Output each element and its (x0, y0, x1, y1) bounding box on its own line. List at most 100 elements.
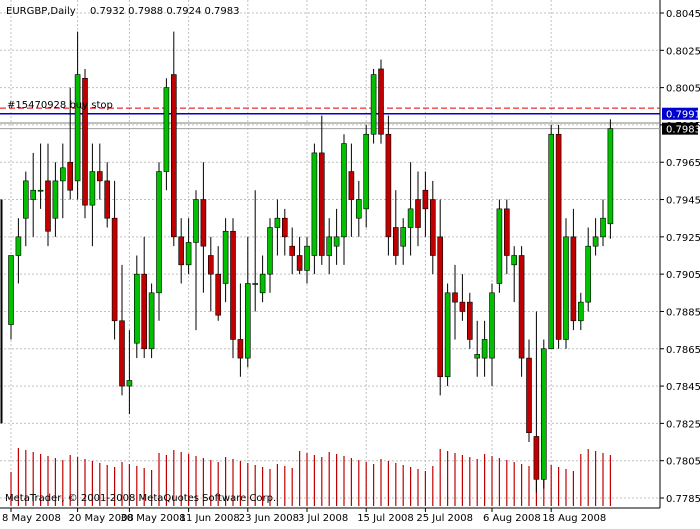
candle-bearish (208, 236, 214, 312)
time-tick-label: 15 Jul 2008 (357, 513, 414, 524)
time-tick-label: 23 Jun 2008 (239, 513, 299, 524)
price-tick-label: 0.7945 (666, 196, 700, 207)
candle-bullish (22, 171, 29, 247)
candle-bullish (222, 218, 229, 303)
candle-body (185, 242, 192, 266)
candle-body (318, 152, 325, 256)
price-tick-label: 0.7845 (666, 382, 700, 393)
candle-body (577, 301, 584, 322)
order-label[interactable]: #15470928 buy stop (7, 100, 113, 111)
candle-bearish (533, 311, 540, 493)
price-tick-label: 0.7965 (666, 158, 700, 169)
time-tick-label: 3 Jul 2008 (298, 513, 348, 524)
candle-body (259, 273, 266, 294)
price-tick-label: 0.7865 (666, 345, 700, 356)
candle-bullish (134, 255, 140, 359)
symbol-label: EURGBP,Daily (6, 6, 76, 17)
candle-body (193, 199, 199, 243)
candle-body (52, 180, 59, 219)
candle-body (422, 189, 429, 210)
candle-bullish (444, 283, 451, 387)
order-levels (0, 107, 660, 130)
candle-body (526, 357, 532, 434)
candle-bullish (540, 339, 547, 489)
candle-body (104, 180, 110, 219)
candle-body (252, 283, 258, 285)
candle-bullish (52, 162, 59, 237)
candle-body (563, 236, 569, 340)
candle-body (370, 74, 377, 135)
volume-bars (10, 448, 612, 506)
candle-body (141, 273, 147, 350)
candle-body (30, 189, 37, 200)
candle-bearish (392, 190, 399, 265)
price-tick-label: 0.8045 (666, 9, 700, 20)
candle-body (119, 320, 125, 387)
candle-body (466, 301, 473, 340)
candle-bearish (215, 246, 221, 321)
candle-bearish (141, 236, 147, 359)
candle-body (355, 199, 362, 219)
candle-bearish (45, 143, 51, 247)
candle-body (548, 133, 555, 350)
candle-body (600, 217, 606, 238)
candle-bearish (318, 115, 325, 265)
price-tag-background (662, 107, 698, 120)
candle-body (592, 236, 599, 247)
time-tick-label: 25 Jul 2008 (416, 513, 473, 524)
candle-bearish (296, 236, 303, 275)
candle-body (444, 292, 451, 378)
candle-bearish (526, 339, 532, 443)
candle-bullish (577, 292, 584, 331)
price-tick-label: 0.7905 (666, 270, 700, 281)
price-tick-label: 0.8005 (666, 84, 700, 95)
candle-bullish (274, 199, 281, 256)
candle-bullish (267, 218, 273, 293)
candle-body (89, 171, 96, 206)
candle-body (148, 292, 155, 350)
candle-bearish (230, 218, 236, 359)
candle-bearish (289, 227, 296, 275)
candle-body (400, 227, 407, 247)
candle-body (385, 133, 392, 238)
candle-body (489, 292, 495, 359)
candle-body (222, 230, 229, 284)
candle-body (178, 236, 184, 266)
price-axis: 0.80450.80250.80050.79850.79650.79450.79… (660, 9, 700, 505)
candle-bearish (104, 162, 110, 228)
candle-bullish (407, 162, 414, 256)
candle-bullish (245, 236, 251, 368)
price-tag-background (662, 122, 698, 135)
time-tick-label: 18 Aug 2008 (542, 513, 606, 524)
price-tick-label: 0.7785 (666, 494, 700, 505)
candle-bearish (171, 31, 177, 247)
candle-body (45, 180, 51, 232)
candle-bearish (237, 283, 244, 377)
candle-bullish (156, 162, 162, 321)
time-tick-label: 20 May 2008 (69, 513, 134, 524)
candle-bullish (496, 199, 503, 293)
candle-bullish (585, 227, 592, 312)
candle-body (392, 227, 399, 256)
candle-bearish (67, 87, 73, 200)
candle-bullish (511, 246, 518, 303)
candle-body (134, 273, 140, 344)
price-tag-black: 0.7983 (662, 122, 700, 136)
candle-body (200, 199, 207, 247)
candle-body (481, 339, 488, 359)
time-tick-label: 8 May 2008 (2, 513, 61, 524)
price-tick-label: 0.7805 (666, 457, 700, 468)
candle-bearish (385, 115, 392, 256)
price-tag-blue: 0.7991 (662, 107, 700, 121)
candle-body (215, 273, 221, 316)
price-tag-label: 0.7983 (666, 125, 700, 136)
candlesticks (0, 31, 614, 493)
candle-bearish (422, 171, 429, 237)
candle-body (570, 236, 577, 322)
candle-bullish (370, 68, 377, 144)
candle-bearish (82, 68, 88, 219)
candle-body (304, 245, 310, 271)
